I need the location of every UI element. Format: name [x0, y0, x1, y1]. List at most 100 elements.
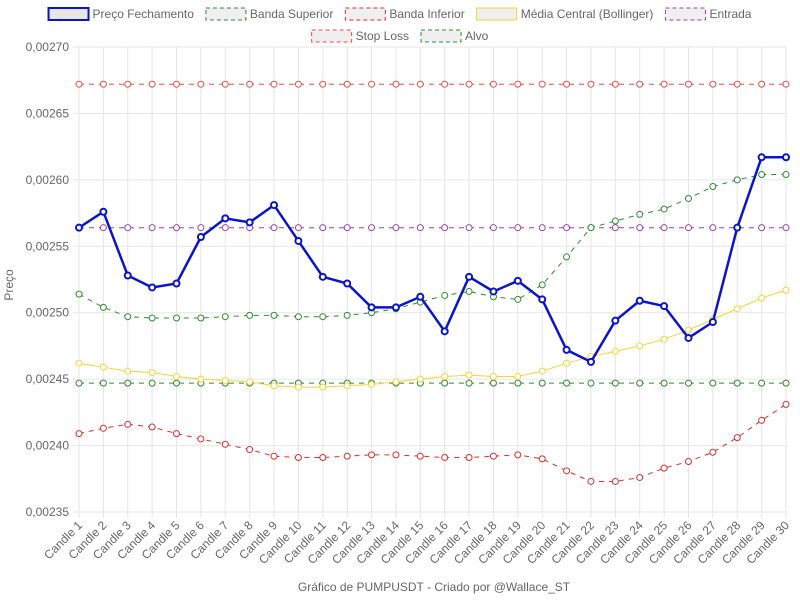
data-point[interactable] — [343, 452, 351, 460]
data-point[interactable] — [708, 318, 717, 327]
data-point[interactable] — [173, 379, 181, 387]
data-point[interactable] — [514, 451, 522, 459]
data-point[interactable] — [758, 80, 766, 88]
data-point[interactable] — [270, 311, 278, 319]
data-point[interactable] — [148, 423, 156, 431]
data-point[interactable] — [246, 311, 254, 319]
data-point[interactable] — [587, 379, 595, 387]
data-point[interactable] — [660, 302, 669, 311]
data-point[interactable] — [318, 272, 327, 281]
data-point[interactable] — [173, 224, 181, 232]
data-point[interactable] — [196, 232, 205, 241]
data-point[interactable] — [75, 80, 83, 88]
data-point[interactable] — [197, 375, 205, 383]
data-point[interactable] — [758, 416, 766, 424]
data-point[interactable] — [611, 80, 619, 88]
data-point[interactable] — [294, 454, 302, 462]
data-point[interactable] — [538, 295, 547, 304]
data-point[interactable] — [733, 434, 741, 442]
data-point[interactable] — [99, 424, 107, 432]
data-point[interactable] — [99, 363, 107, 371]
data-point[interactable] — [514, 372, 522, 380]
data-point[interactable] — [563, 379, 571, 387]
legend-item-preco-fechamento[interactable]: Preço Fechamento — [47, 7, 195, 21]
data-point[interactable] — [441, 454, 449, 462]
legend-item-media-central-bollinger[interactable]: Média Central (Bollinger) — [476, 7, 654, 21]
data-point[interactable] — [538, 80, 546, 88]
data-point[interactable] — [538, 379, 546, 387]
data-point[interactable] — [563, 467, 571, 475]
data-point[interactable] — [563, 359, 571, 367]
data-point[interactable] — [441, 372, 449, 380]
data-point[interactable] — [660, 464, 668, 472]
data-point[interactable] — [684, 194, 692, 202]
data-point[interactable] — [221, 313, 229, 321]
data-point[interactable] — [148, 283, 157, 292]
data-point[interactable] — [538, 281, 546, 289]
data-point[interactable] — [636, 342, 644, 350]
data-point[interactable] — [758, 224, 766, 232]
data-point[interactable] — [124, 379, 132, 387]
data-point[interactable] — [416, 224, 424, 232]
data-point[interactable] — [99, 207, 108, 216]
data-point[interactable] — [368, 224, 376, 232]
data-point[interactable] — [562, 345, 571, 354]
data-point[interactable] — [782, 379, 790, 387]
data-point[interactable] — [733, 80, 741, 88]
data-point[interactable] — [148, 379, 156, 387]
legend-item-alvo[interactable]: Alvo — [420, 29, 489, 43]
data-point[interactable] — [465, 379, 473, 387]
data-point[interactable] — [246, 446, 254, 454]
data-point[interactable] — [538, 224, 546, 232]
data-point[interactable] — [782, 171, 790, 179]
data-point[interactable] — [514, 295, 522, 303]
data-point[interactable] — [635, 296, 644, 305]
data-point[interactable] — [514, 224, 522, 232]
data-point[interactable] — [758, 379, 766, 387]
data-point[interactable] — [586, 357, 595, 366]
data-point[interactable] — [733, 176, 741, 184]
data-point[interactable] — [684, 458, 692, 466]
data-point[interactable] — [441, 291, 449, 299]
data-point[interactable] — [75, 290, 83, 298]
data-point[interactable] — [343, 311, 351, 319]
data-point[interactable] — [465, 272, 474, 281]
data-point[interactable] — [99, 303, 107, 311]
data-point[interactable] — [489, 224, 497, 232]
data-point[interactable] — [270, 80, 278, 88]
data-point[interactable] — [709, 448, 717, 456]
data-point[interactable] — [782, 400, 790, 408]
data-point[interactable] — [148, 80, 156, 88]
data-point[interactable] — [246, 80, 254, 88]
data-point[interactable] — [441, 80, 449, 88]
data-point[interactable] — [221, 440, 229, 448]
data-point[interactable] — [684, 326, 692, 334]
data-point[interactable] — [733, 379, 741, 387]
data-point[interactable] — [465, 80, 473, 88]
data-point[interactable] — [660, 224, 668, 232]
data-point[interactable] — [758, 294, 766, 302]
data-point[interactable] — [343, 279, 352, 288]
data-point[interactable] — [416, 292, 425, 301]
data-point[interactable] — [709, 80, 717, 88]
data-point[interactable] — [611, 379, 619, 387]
data-point[interactable] — [173, 80, 181, 88]
data-point[interactable] — [343, 224, 351, 232]
legend-item-banda-inferior[interactable]: Banda Inferior — [344, 7, 465, 21]
data-point[interactable] — [513, 276, 522, 285]
data-point[interactable] — [636, 80, 644, 88]
data-point[interactable] — [124, 313, 132, 321]
data-point[interactable] — [538, 367, 546, 375]
data-point[interactable] — [197, 80, 205, 88]
data-point[interactable] — [465, 454, 473, 462]
data-point[interactable] — [368, 451, 376, 459]
data-point[interactable] — [124, 224, 132, 232]
data-point[interactable] — [99, 80, 107, 88]
data-point[interactable] — [173, 314, 181, 322]
data-point[interactable] — [660, 205, 668, 213]
data-point[interactable] — [782, 80, 790, 88]
data-point[interactable] — [489, 379, 497, 387]
data-point[interactable] — [99, 224, 107, 232]
data-point[interactable] — [587, 224, 595, 232]
data-point[interactable] — [709, 379, 717, 387]
